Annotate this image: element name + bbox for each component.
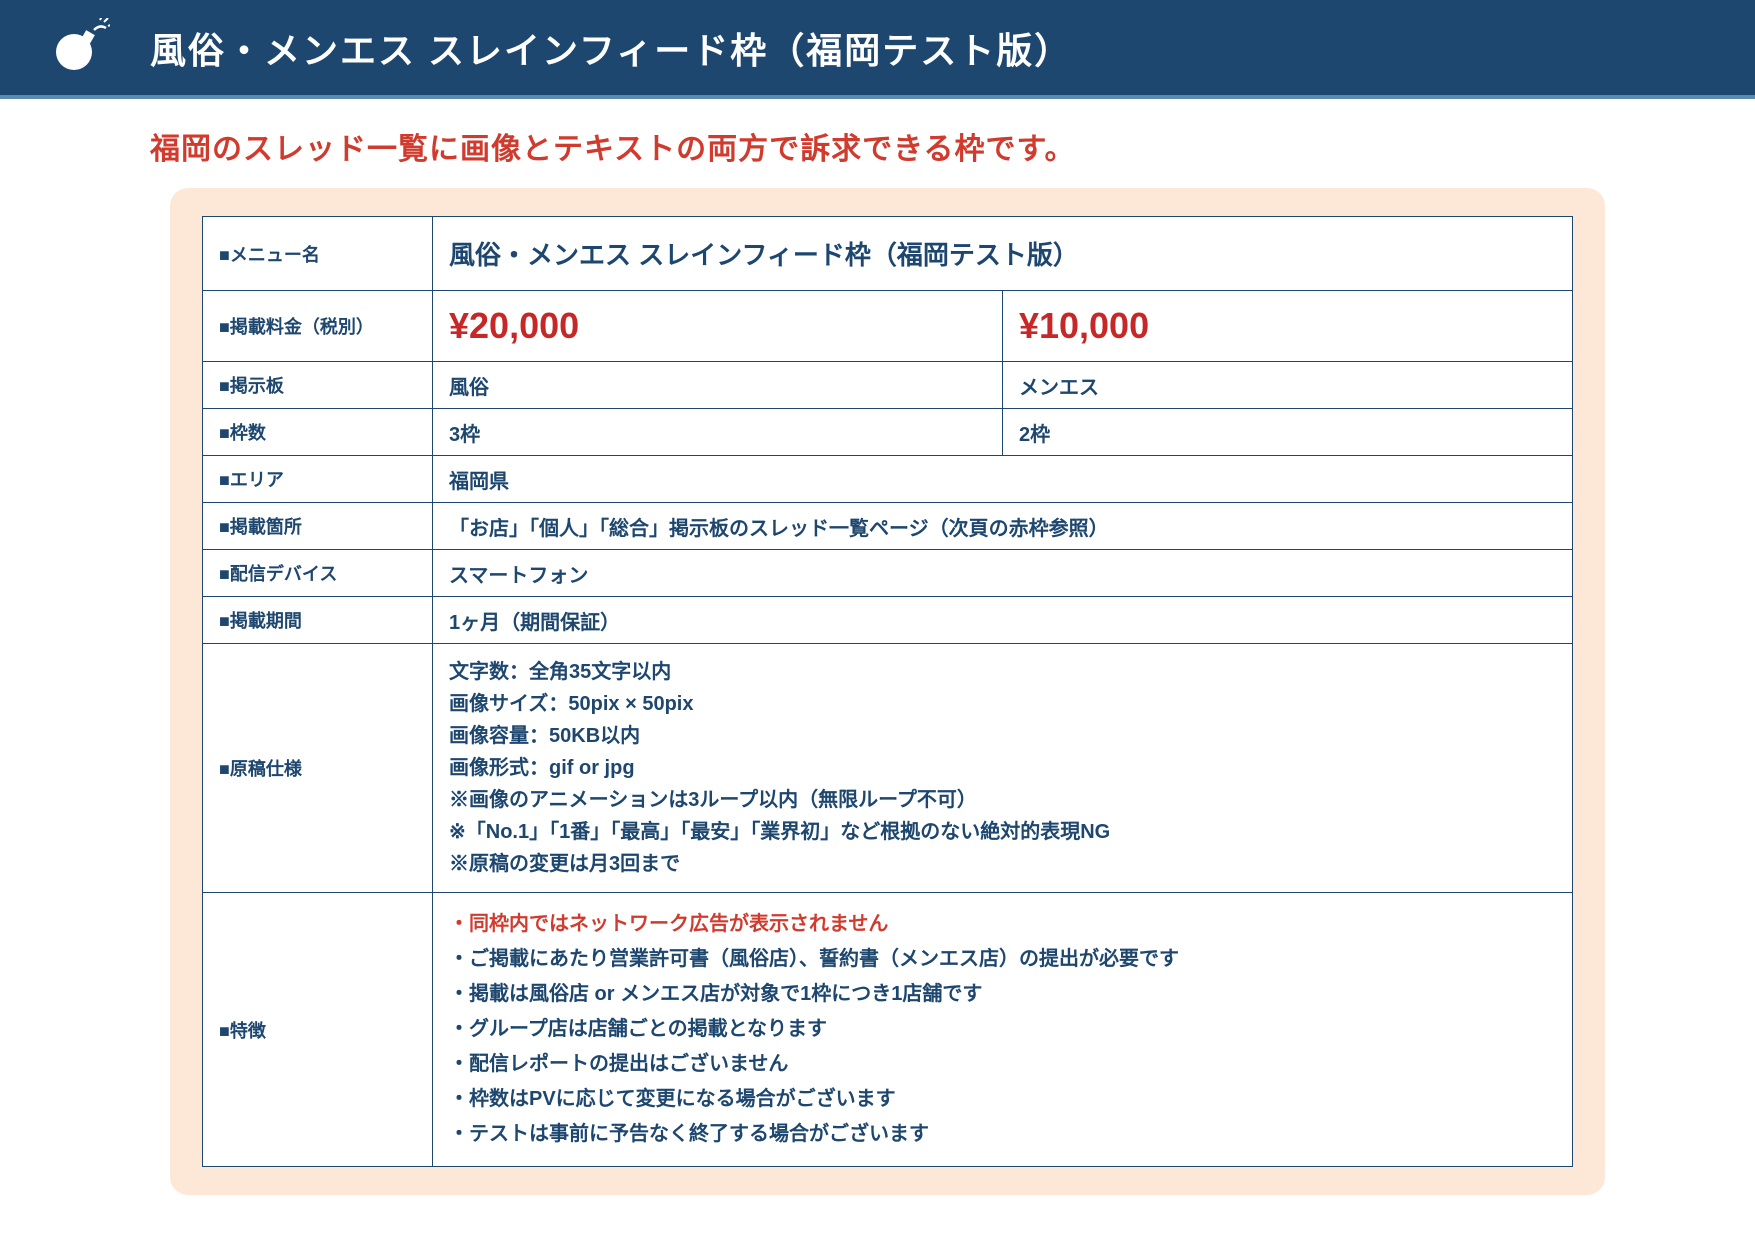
spec-line: 画像容量：50KB以内 [449,720,1556,752]
label-slots: ■枠数 [203,409,433,456]
value-placement: 「お店」「個人」「総合」掲示板のスレッド一覧ページ（次頁の赤枠参照） [433,503,1573,550]
value-period: 1ヶ月（期間保証） [433,597,1573,644]
label-device: ■配信デバイス [203,550,433,597]
spec-line: 画像サイズ：50pix × 50pix [449,688,1556,720]
label-features: ■特徴 [203,893,433,1167]
page-title: 風俗・メンエス スレインフィード枠（福岡テスト版） [150,22,1072,74]
spec-line: ※「No.1」「1番」「最高」「最安」「業界初」など根拠のない絶対的表現NG [449,816,1556,848]
feature-line: ・配信レポートの提出はございません [449,1047,1556,1082]
value-slots-a: 3枠 [433,409,1003,456]
page-header: 風俗・メンエス スレインフィード枠（福岡テスト版） [0,0,1755,99]
bomb-icon [50,18,110,77]
feature-line: ・グループ店は店舗ごとの掲載となります [449,1012,1556,1047]
row-menu-name: ■メニュー名 風俗・メンエス スレインフィード枠（福岡テスト版） [203,217,1573,291]
label-area: ■エリア [203,456,433,503]
feature-line: ・同枠内ではネットワーク広告が表示されません [449,907,1556,942]
row-device: ■配信デバイス スマートフォン [203,550,1573,597]
info-panel: ■メニュー名 風俗・メンエス スレインフィード枠（福岡テスト版） ■掲載料金（税… [170,188,1605,1195]
label-menu: ■メニュー名 [203,217,433,291]
feature-line: ・テストは事前に予告なく終了する場合がございます [449,1117,1556,1152]
label-price: ■掲載料金（税別） [203,291,433,362]
row-board: ■掲示板 風俗 メンエス [203,362,1573,409]
label-spec: ■原稿仕様 [203,644,433,893]
value-slots-b: 2枠 [1002,409,1572,456]
spec-line: 文字数：全角35文字以内 [449,656,1556,688]
value-menu-name: 風俗・メンエス スレインフィード枠（福岡テスト版） [433,217,1573,291]
row-spec: ■原稿仕様 文字数：全角35文字以内画像サイズ：50pix × 50pix画像容… [203,644,1573,893]
value-area: 福岡県 [433,456,1573,503]
feature-line: ・ご掲載にあたり営業許可書（風俗店）、誓約書（メンエス店）の提出が必要です [449,942,1556,977]
spec-table: ■メニュー名 風俗・メンエス スレインフィード枠（福岡テスト版） ■掲載料金（税… [202,216,1573,1167]
value-price-b: ¥10,000 [1002,291,1572,362]
row-features: ■特徴 ・同枠内ではネットワーク広告が表示されません・ご掲載にあたり営業許可書（… [203,893,1573,1167]
value-price-a: ¥20,000 [433,291,1003,362]
spec-line: 画像形式：gif or jpg [449,752,1556,784]
feature-line: ・枠数はPVに応じて変更になる場合がございます [449,1082,1556,1117]
label-board: ■掲示板 [203,362,433,409]
label-placement: ■掲載箇所 [203,503,433,550]
row-placement: ■掲載箇所 「お店」「個人」「総合」掲示板のスレッド一覧ページ（次頁の赤枠参照） [203,503,1573,550]
feature-line: ・掲載は風俗店 or メンエス店が対象で1枠につき1店舗です [449,977,1556,1012]
label-period: ■掲載期間 [203,597,433,644]
spec-line: ※原稿の変更は月3回まで [449,848,1556,880]
spec-line: ※画像のアニメーションは3ループ以内（無限ループ不可） [449,784,1556,816]
value-board-a: 風俗 [433,362,1003,409]
row-price: ■掲載料金（税別） ¥20,000 ¥10,000 [203,291,1573,362]
row-area: ■エリア 福岡県 [203,456,1573,503]
value-spec: 文字数：全角35文字以内画像サイズ：50pix × 50pix画像容量：50KB… [433,644,1573,893]
value-device: スマートフォン [433,550,1573,597]
page-subtitle: 福岡のスレッド一覧に画像とテキストの両方で訴求できる枠です。 [150,124,1755,168]
row-slots: ■枠数 3枠 2枠 [203,409,1573,456]
value-board-b: メンエス [1002,362,1572,409]
value-features: ・同枠内ではネットワーク広告が表示されません・ご掲載にあたり営業許可書（風俗店）… [433,893,1573,1167]
row-period: ■掲載期間 1ヶ月（期間保証） [203,597,1573,644]
